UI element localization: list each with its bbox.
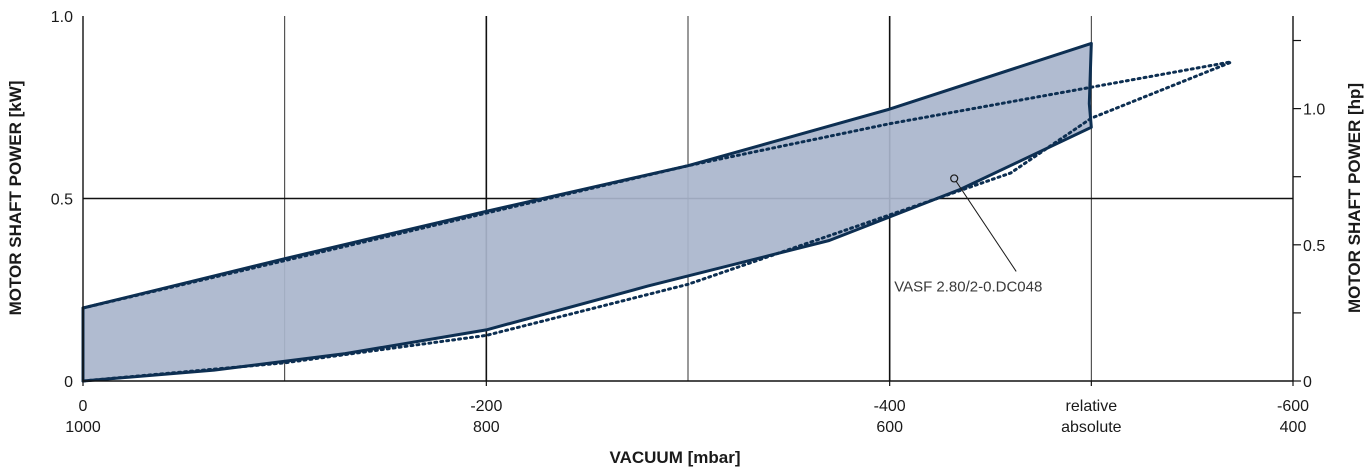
band-layer [81,41,1093,383]
x-tick-label-relative: relative [1066,398,1118,415]
dotted-lower-line [81,60,1234,383]
x-tick-label-absolute: 800 [473,419,500,436]
dotted-layer [81,60,1234,383]
annotation-leader-line [955,181,1017,272]
y-right-tick-label: 0 [1303,374,1312,391]
y-left-tick-label: 0.5 [51,192,73,209]
y-left-tick-label: 1.0 [51,9,73,26]
x-tick-label-absolute: 600 [876,419,903,436]
y-right-tick-label: 1.0 [1303,102,1325,119]
x-tick-label-absolute: 400 [1280,419,1307,436]
x-tick-label-relative: -200 [470,398,502,415]
y-left-tick-label: 0 [64,374,73,391]
annotation-marker [950,174,959,183]
y-axis-left-title: MOTOR SHAFT POWER [kW] [6,81,25,316]
power-band-solid [81,41,1093,383]
y-right-tick-label: 0.5 [1303,238,1325,255]
x-tick-label-relative: 0 [79,398,88,415]
annotation-layer: VASF 2.80/2-0.DC048 [894,174,1042,295]
x-tick-label-relative: -400 [874,398,906,415]
x-axis-title: VACUUM [mbar] [610,448,741,467]
x-tick-label-absolute: 1000 [65,419,101,436]
x-tick-label-absolute: absolute [1061,419,1122,436]
dotted-upper-line [81,60,1234,310]
x-tick-label-relative: -600 [1277,398,1309,415]
y-axis-right-title: MOTOR SHAFT POWER [hp] [1345,83,1364,313]
annotation-label: VASF 2.80/2-0.DC048 [894,278,1042,295]
label-layer: 0 0.5 1.0 0 0.5 1.0 0 1000 -200 800 -400 600 relativ… [51,9,1326,436]
